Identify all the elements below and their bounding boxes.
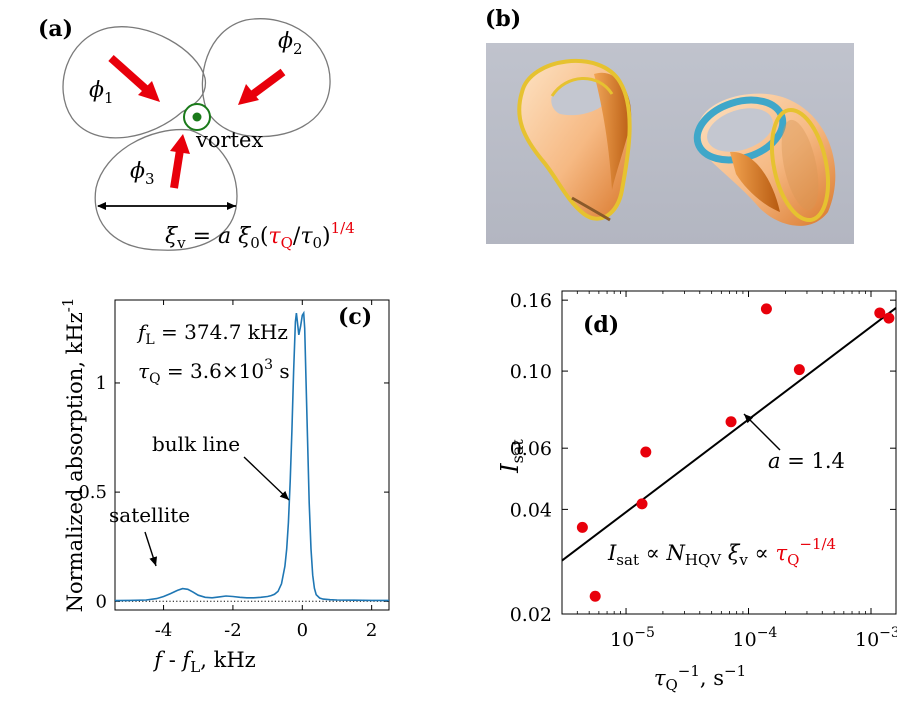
- y-tick-label: 0.16: [510, 290, 552, 312]
- xi-formula: ξv = a ξ0(τQ/τ0)1/4: [165, 219, 355, 252]
- panel-a-label: (a): [38, 16, 73, 42]
- y-tick-label: 0.04: [510, 499, 552, 521]
- panel-b-label: (b): [485, 6, 521, 32]
- plot-d-ticks: 10−5 10−4 10−3 0.02 0.04 0.06 0.10 0.16: [510, 290, 897, 651]
- domain-phi3: [94, 128, 238, 251]
- y-tick-label: 1: [96, 373, 107, 394]
- plot-c-ticks: -4 -2 0 2 0 0.5 1: [78, 300, 389, 641]
- plot-c-ylabel: Normalized absorption, kHz-1: [59, 298, 87, 613]
- y-tick-label: 0.5: [78, 482, 107, 503]
- domain-phi1: [62, 26, 207, 139]
- x-tick-label: 2: [366, 620, 377, 641]
- tauQ-annotation: τQ = 3.6×103 s: [138, 357, 290, 387]
- fit-label: a = 1.4: [768, 449, 845, 473]
- data-point: [760, 303, 772, 315]
- data-point: [589, 590, 601, 602]
- phi3-label: ϕ3: [130, 159, 155, 188]
- panel-b: (b): [485, 6, 854, 244]
- plot-d-ylabel: Isat: [496, 439, 527, 474]
- phi1-label: ϕ1: [89, 78, 114, 107]
- vortex-label: vortex: [195, 128, 263, 152]
- x-tick-label: -2: [224, 620, 242, 641]
- plot-d-frame: [561, 290, 897, 615]
- x-tick-label: 10−4: [733, 625, 778, 651]
- y-tick-label: 0.10: [510, 361, 552, 383]
- panel-c: -4 -2 0 2 0 0.5 1 (c) fL = 374.7 kHz τQ = 3.6×…: [59, 298, 390, 676]
- fL-annotation: fL = 374.7 kHz: [136, 320, 288, 348]
- x-tick-label: 10−3: [855, 625, 897, 651]
- scaling-law: Isat ∝ NHQV ξv ∝ τQ−1/4: [607, 535, 836, 569]
- data-point: [636, 498, 648, 510]
- plot-c-xlabel: f - fL, kHz: [152, 648, 255, 676]
- data-point: [576, 521, 588, 533]
- panel-d: 10−5 10−4 10−3 0.02 0.04 0.06 0.10 0.16 (d) a =…: [496, 290, 897, 694]
- panel-d-label: (d): [583, 312, 619, 338]
- data-point: [793, 364, 805, 376]
- mobius-surface-left: [517, 59, 632, 222]
- fit-arrow: [743, 413, 781, 451]
- plot-c-frame: [114, 299, 390, 611]
- x-tick-label: -4: [155, 620, 173, 641]
- x-tick-label: 0: [297, 620, 308, 641]
- panel-c-label: (c): [338, 304, 372, 330]
- plot-d-xlabel: τQ−1, s−1: [654, 662, 746, 694]
- vortex-core-icon: [192, 112, 202, 122]
- mobius-surface-right: [693, 93, 836, 226]
- panel-a: (a) ϕ1 ϕ2 ϕ3 vortex ξv = a ξ0(τQ/τ0)1/4: [38, 16, 355, 252]
- data-point: [883, 312, 895, 324]
- data-point: [725, 416, 737, 428]
- domain-phi2: [201, 18, 331, 138]
- absorption-line: [114, 310, 389, 602]
- bulk-line-arrow: [243, 456, 290, 501]
- fit-line: [561, 307, 897, 562]
- phase-arrows: [108, 55, 286, 189]
- data-point: [874, 307, 886, 319]
- bulk-line-label: bulk line: [152, 432, 240, 456]
- data-points: [576, 303, 895, 602]
- data-point: [640, 446, 652, 458]
- satellite-label: satellite: [109, 503, 190, 527]
- phi2-label: ϕ2: [278, 29, 303, 58]
- satellite-arrow: [144, 531, 158, 567]
- y-tick-label: 0: [96, 591, 107, 612]
- x-tick-label: 10−5: [610, 625, 655, 651]
- y-tick-label: 0.02: [510, 604, 552, 626]
- y-tick-label: 0.06: [510, 438, 552, 460]
